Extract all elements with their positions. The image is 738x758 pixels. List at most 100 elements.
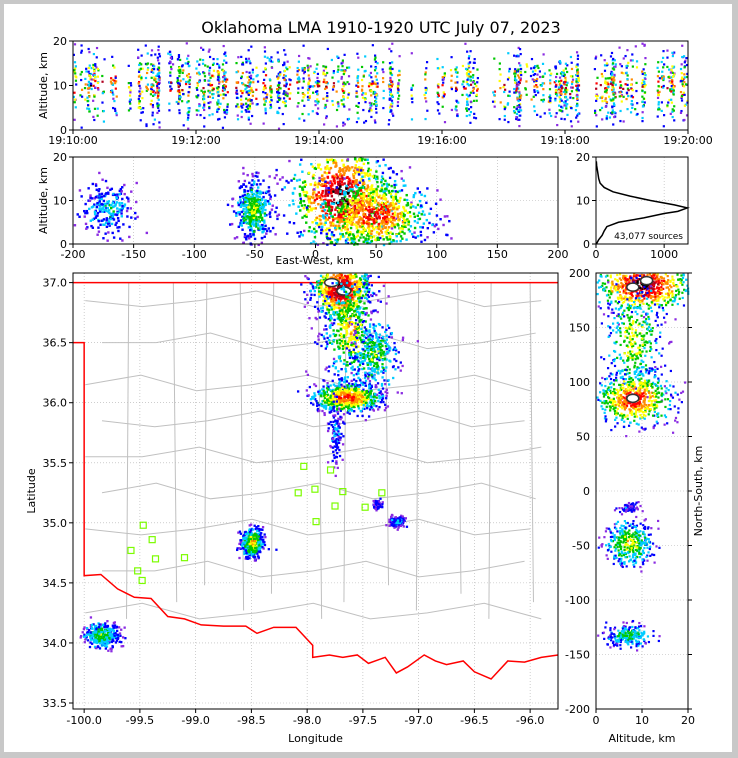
- source-mark: [560, 79, 563, 82]
- source-mark: [325, 158, 329, 162]
- source-mark: [424, 71, 427, 74]
- source-mark: [378, 225, 382, 229]
- source-mark: [680, 72, 683, 75]
- source-mark: [631, 106, 634, 109]
- source-mark: [341, 88, 344, 91]
- source-mark: [113, 66, 116, 69]
- source-mark: [104, 204, 107, 207]
- source-mark: [339, 172, 342, 176]
- source-mark: [243, 193, 247, 197]
- source-mark: [321, 195, 324, 198]
- source-mark: [97, 189, 100, 193]
- source-mark: [306, 276, 309, 280]
- source-mark: [259, 227, 263, 231]
- source-mark: [342, 214, 345, 218]
- source-mark: [508, 90, 511, 93]
- source-mark: [343, 199, 346, 202]
- source-mark: [90, 78, 93, 81]
- source-mark: [612, 123, 615, 126]
- source-mark: [80, 70, 83, 74]
- source-mark: [110, 187, 114, 191]
- source-mark: [517, 46, 520, 50]
- source-mark: [289, 92, 292, 95]
- source-mark: [622, 95, 625, 98]
- source-mark: [343, 177, 346, 180]
- source-mark: [276, 214, 279, 218]
- source-mark: [560, 93, 563, 96]
- source-mark: [246, 84, 249, 88]
- source-mark: [245, 196, 248, 200]
- source-mark: [88, 51, 91, 54]
- source-mark: [90, 87, 93, 91]
- source-mark: [303, 180, 307, 183]
- source-mark: [682, 55, 686, 58]
- source-mark: [386, 221, 390, 224]
- source-mark: [296, 73, 299, 76]
- source-mark: [337, 182, 340, 186]
- source-mark: [352, 169, 356, 172]
- source-mark: [92, 52, 95, 56]
- source-mark: [564, 86, 568, 90]
- source-mark: [265, 190, 269, 193]
- source-mark: [547, 100, 551, 103]
- source-mark: [310, 293, 313, 296]
- source-mark: [570, 106, 573, 110]
- source-mark: [312, 173, 315, 177]
- source-mark: [240, 210, 244, 214]
- source-mark: [384, 204, 388, 207]
- source-mark: [99, 223, 102, 227]
- source-mark: [187, 100, 190, 103]
- source-mark: [169, 60, 172, 63]
- source-mark: [246, 99, 250, 102]
- source-mark: [269, 197, 272, 201]
- source-mark: [150, 83, 153, 86]
- source-mark: [362, 75, 365, 78]
- source-mark: [456, 100, 459, 103]
- source-mark: [530, 98, 533, 101]
- source-mark: [367, 177, 371, 180]
- source-mark: [268, 211, 272, 214]
- source-mark: [267, 190, 270, 193]
- source-mark: [129, 107, 132, 110]
- source-mark: [404, 184, 407, 187]
- source-mark: [264, 99, 267, 103]
- source-mark: [187, 114, 190, 117]
- source-mark: [331, 99, 334, 103]
- source-mark: [252, 201, 256, 204]
- source-mark: [245, 102, 248, 105]
- source-mark: [367, 204, 370, 207]
- source-mark: [203, 116, 206, 120]
- source-mark: [108, 224, 111, 227]
- source-mark: [93, 95, 96, 98]
- source-mark: [338, 313, 341, 317]
- source-mark: [316, 85, 320, 88]
- source-mark: [258, 210, 261, 213]
- source-mark: [326, 99, 329, 102]
- source-mark: [381, 68, 384, 71]
- source-mark: [244, 213, 247, 216]
- source-mark: [326, 175, 329, 179]
- source-mark: [332, 190, 335, 193]
- source-mark: [270, 89, 273, 92]
- source-mark: [331, 222, 335, 225]
- source-mark: [248, 85, 251, 88]
- source-mark: [226, 203, 230, 207]
- source-mark: [455, 105, 458, 108]
- source-mark: [344, 169, 348, 172]
- source-mark: [330, 231, 334, 234]
- source-mark: [129, 102, 132, 105]
- source-mark: [656, 96, 660, 99]
- source-mark: [332, 177, 336, 180]
- source-mark: [365, 221, 368, 225]
- source-mark: [299, 209, 302, 212]
- source-mark: [334, 238, 337, 242]
- source-mark: [72, 53, 75, 56]
- source-mark: [603, 69, 607, 72]
- source-mark: [343, 195, 347, 198]
- source-mark: [356, 283, 359, 287]
- source-mark: [414, 191, 417, 195]
- source-mark: [326, 91, 329, 95]
- source-mark: [112, 93, 115, 96]
- source-mark: [392, 218, 395, 222]
- source-mark: [366, 239, 369, 243]
